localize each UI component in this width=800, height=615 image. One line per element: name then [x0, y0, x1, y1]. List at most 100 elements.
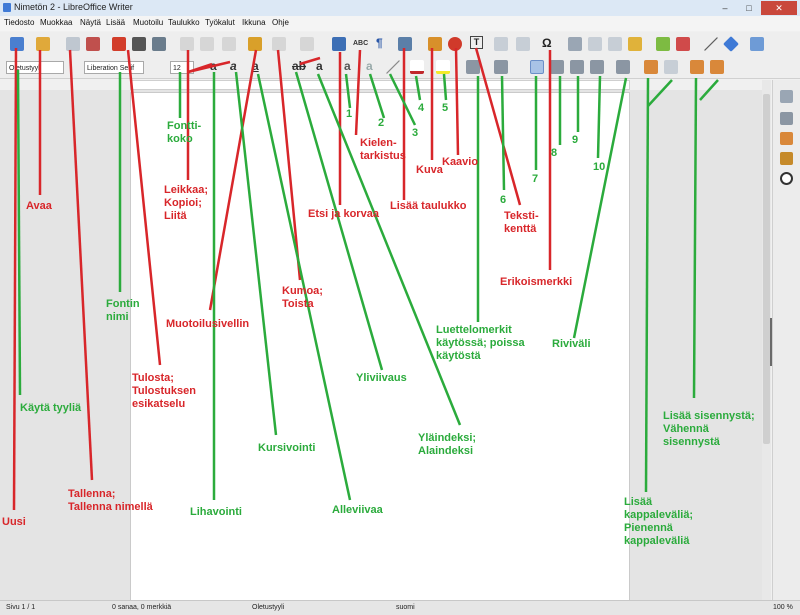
label-num-6: 6: [500, 194, 507, 206]
superscript-icon[interactable]: a: [316, 59, 323, 73]
menu-taulukko[interactable]: Taulukko: [168, 18, 200, 27]
zoom-level[interactable]: 100 %: [773, 604, 793, 611]
bullets-icon[interactable]: [466, 60, 480, 74]
menu-lisaa[interactable]: Lisää: [106, 18, 126, 27]
word-count: 0 sanaa, 0 merkkiä: [112, 604, 172, 611]
formatting-marks-icon[interactable]: ¶: [376, 36, 383, 50]
align-center-icon[interactable]: [550, 60, 564, 74]
language[interactable]: suomi: [396, 604, 415, 611]
insert-table-icon[interactable]: [398, 37, 412, 51]
scrollbar-thumb[interactable]: [763, 94, 770, 444]
line-spacing-icon[interactable]: [616, 60, 630, 74]
label-num-7: 7: [532, 173, 539, 185]
print-icon[interactable]: [132, 37, 146, 51]
find-replace-icon[interactable]: [332, 37, 346, 51]
close-button[interactable]: ✕: [761, 1, 797, 15]
comment-icon[interactable]: [608, 37, 622, 51]
gallery-icon[interactable]: [780, 152, 793, 165]
label-lisaa-taulukko: Lisää taulukko: [390, 200, 467, 212]
increase-indent-icon[interactable]: [690, 60, 704, 74]
numbering-icon[interactable]: [494, 60, 508, 74]
underline-icon[interactable]: a: [252, 59, 259, 73]
menu-bar: Tiedosto Muokkaa Näytä Lisää Muotoilu Ta…: [0, 16, 800, 31]
label-num-5: 5: [442, 102, 449, 114]
basic-shapes-icon[interactable]: [723, 36, 739, 52]
print-preview-icon[interactable]: [152, 37, 166, 51]
styles-icon[interactable]: [780, 132, 793, 145]
align-left-icon[interactable]: [530, 60, 544, 74]
increase-paragraph-spacing-icon[interactable]: [644, 60, 658, 74]
outline-icon[interactable]: a: [366, 59, 373, 73]
insert-image-icon[interactable]: [428, 37, 442, 51]
strikethrough-icon[interactable]: ab: [292, 59, 307, 73]
label-erikoismerkki: Erikoismerkki: [500, 276, 573, 288]
font-color-icon[interactable]: [410, 60, 424, 74]
cut-icon[interactable]: [180, 37, 194, 51]
horizontal-ruler[interactable]: [130, 80, 630, 90]
menu-muokkaa[interactable]: Muokkaa: [40, 18, 73, 27]
label-tulosta: Tulosta; Tulostuksen esikatselu: [132, 372, 196, 410]
label-num-4: 4: [418, 102, 425, 114]
label-num-1: 1: [346, 108, 353, 120]
label-yliviivaus: Yliviivaus: [356, 372, 407, 384]
font-name-combo[interactable]: Liberation Serif: [84, 61, 144, 74]
export-pdf-icon[interactable]: [112, 37, 126, 51]
undo-icon[interactable]: [272, 37, 286, 51]
label-kappalevali: Lisää kappaleväliä; Pienennä kappaleväli…: [624, 496, 694, 547]
menu-muotoilu[interactable]: Muotoilu: [133, 18, 164, 27]
properties-icon[interactable]: [780, 112, 793, 125]
minimize-button[interactable]: –: [722, 3, 728, 13]
special-character-icon[interactable]: Ω: [542, 36, 552, 50]
open-folder-icon[interactable]: [36, 37, 50, 51]
label-fonttikoko: Fontti- koko: [167, 120, 202, 145]
draw-functions-icon[interactable]: [750, 37, 764, 51]
menu-nayta[interactable]: Näytä: [80, 18, 101, 27]
vertical-scrollbar[interactable]: [762, 80, 771, 600]
align-right-icon[interactable]: [570, 60, 584, 74]
menu-tyokalut[interactable]: Työkalut: [205, 18, 235, 27]
navigator-icon[interactable]: [780, 172, 793, 185]
sidebar-menu-icon[interactable]: [780, 90, 793, 103]
bold-icon[interactable]: a: [210, 59, 217, 73]
decrease-indent-icon[interactable]: [710, 60, 724, 74]
clone-formatting-icon[interactable]: [248, 37, 262, 51]
bookmark-icon[interactable]: [628, 37, 642, 51]
line-icon[interactable]: [704, 37, 718, 51]
label-kursivointi: Kursivointi: [258, 442, 316, 454]
maximize-button[interactable]: □: [746, 3, 752, 13]
save-icon[interactable]: [66, 37, 80, 51]
label-rivivali: Riviväli: [552, 338, 591, 350]
decrease-paragraph-spacing-icon[interactable]: [664, 60, 678, 74]
hyperlink-icon[interactable]: [568, 37, 582, 51]
redo-icon[interactable]: [300, 37, 314, 51]
label-num-9: 9: [572, 134, 579, 146]
menu-ohje[interactable]: Ohje: [272, 18, 289, 27]
font-size-combo[interactable]: 12: [170, 61, 194, 74]
menu-tiedosto[interactable]: Tiedosto: [4, 18, 35, 27]
paste-icon[interactable]: [222, 37, 236, 51]
paragraph-style-combo[interactable]: Oletustyyli: [6, 61, 64, 74]
save-as-icon[interactable]: [86, 37, 100, 51]
justify-icon[interactable]: [590, 60, 604, 74]
new-document-icon[interactable]: [10, 37, 24, 51]
insert-chart-icon[interactable]: [448, 37, 462, 51]
shadow-icon[interactable]: a: [344, 59, 351, 73]
insert-field-icon[interactable]: [516, 37, 530, 51]
label-fontin-nimi: Fontin nimi: [106, 298, 140, 323]
footnote-icon[interactable]: [588, 37, 602, 51]
spelling-icon[interactable]: ABC: [353, 40, 369, 47]
copy-icon[interactable]: [200, 37, 214, 51]
title-bar: Nimetön 2 - LibreOffice Writer – □ ✕: [0, 0, 800, 17]
menu-ikkuna[interactable]: Ikkuna: [242, 18, 266, 27]
page-break-icon[interactable]: [494, 37, 508, 51]
label-ylaindeksi: Yläindeksi; Alaindeksi: [418, 432, 477, 457]
label-kuva: Kuva: [416, 164, 443, 176]
label-num-8: 8: [551, 147, 558, 159]
clear-formatting-icon[interactable]: [386, 60, 400, 74]
page-style: Oletustyyli: [252, 604, 285, 611]
italic-icon[interactable]: a: [230, 59, 237, 73]
text-box-icon[interactable]: T: [470, 36, 483, 49]
track-changes-icon[interactable]: [656, 37, 670, 51]
show-changes-icon[interactable]: [676, 37, 690, 51]
highlight-icon[interactable]: [436, 60, 450, 74]
